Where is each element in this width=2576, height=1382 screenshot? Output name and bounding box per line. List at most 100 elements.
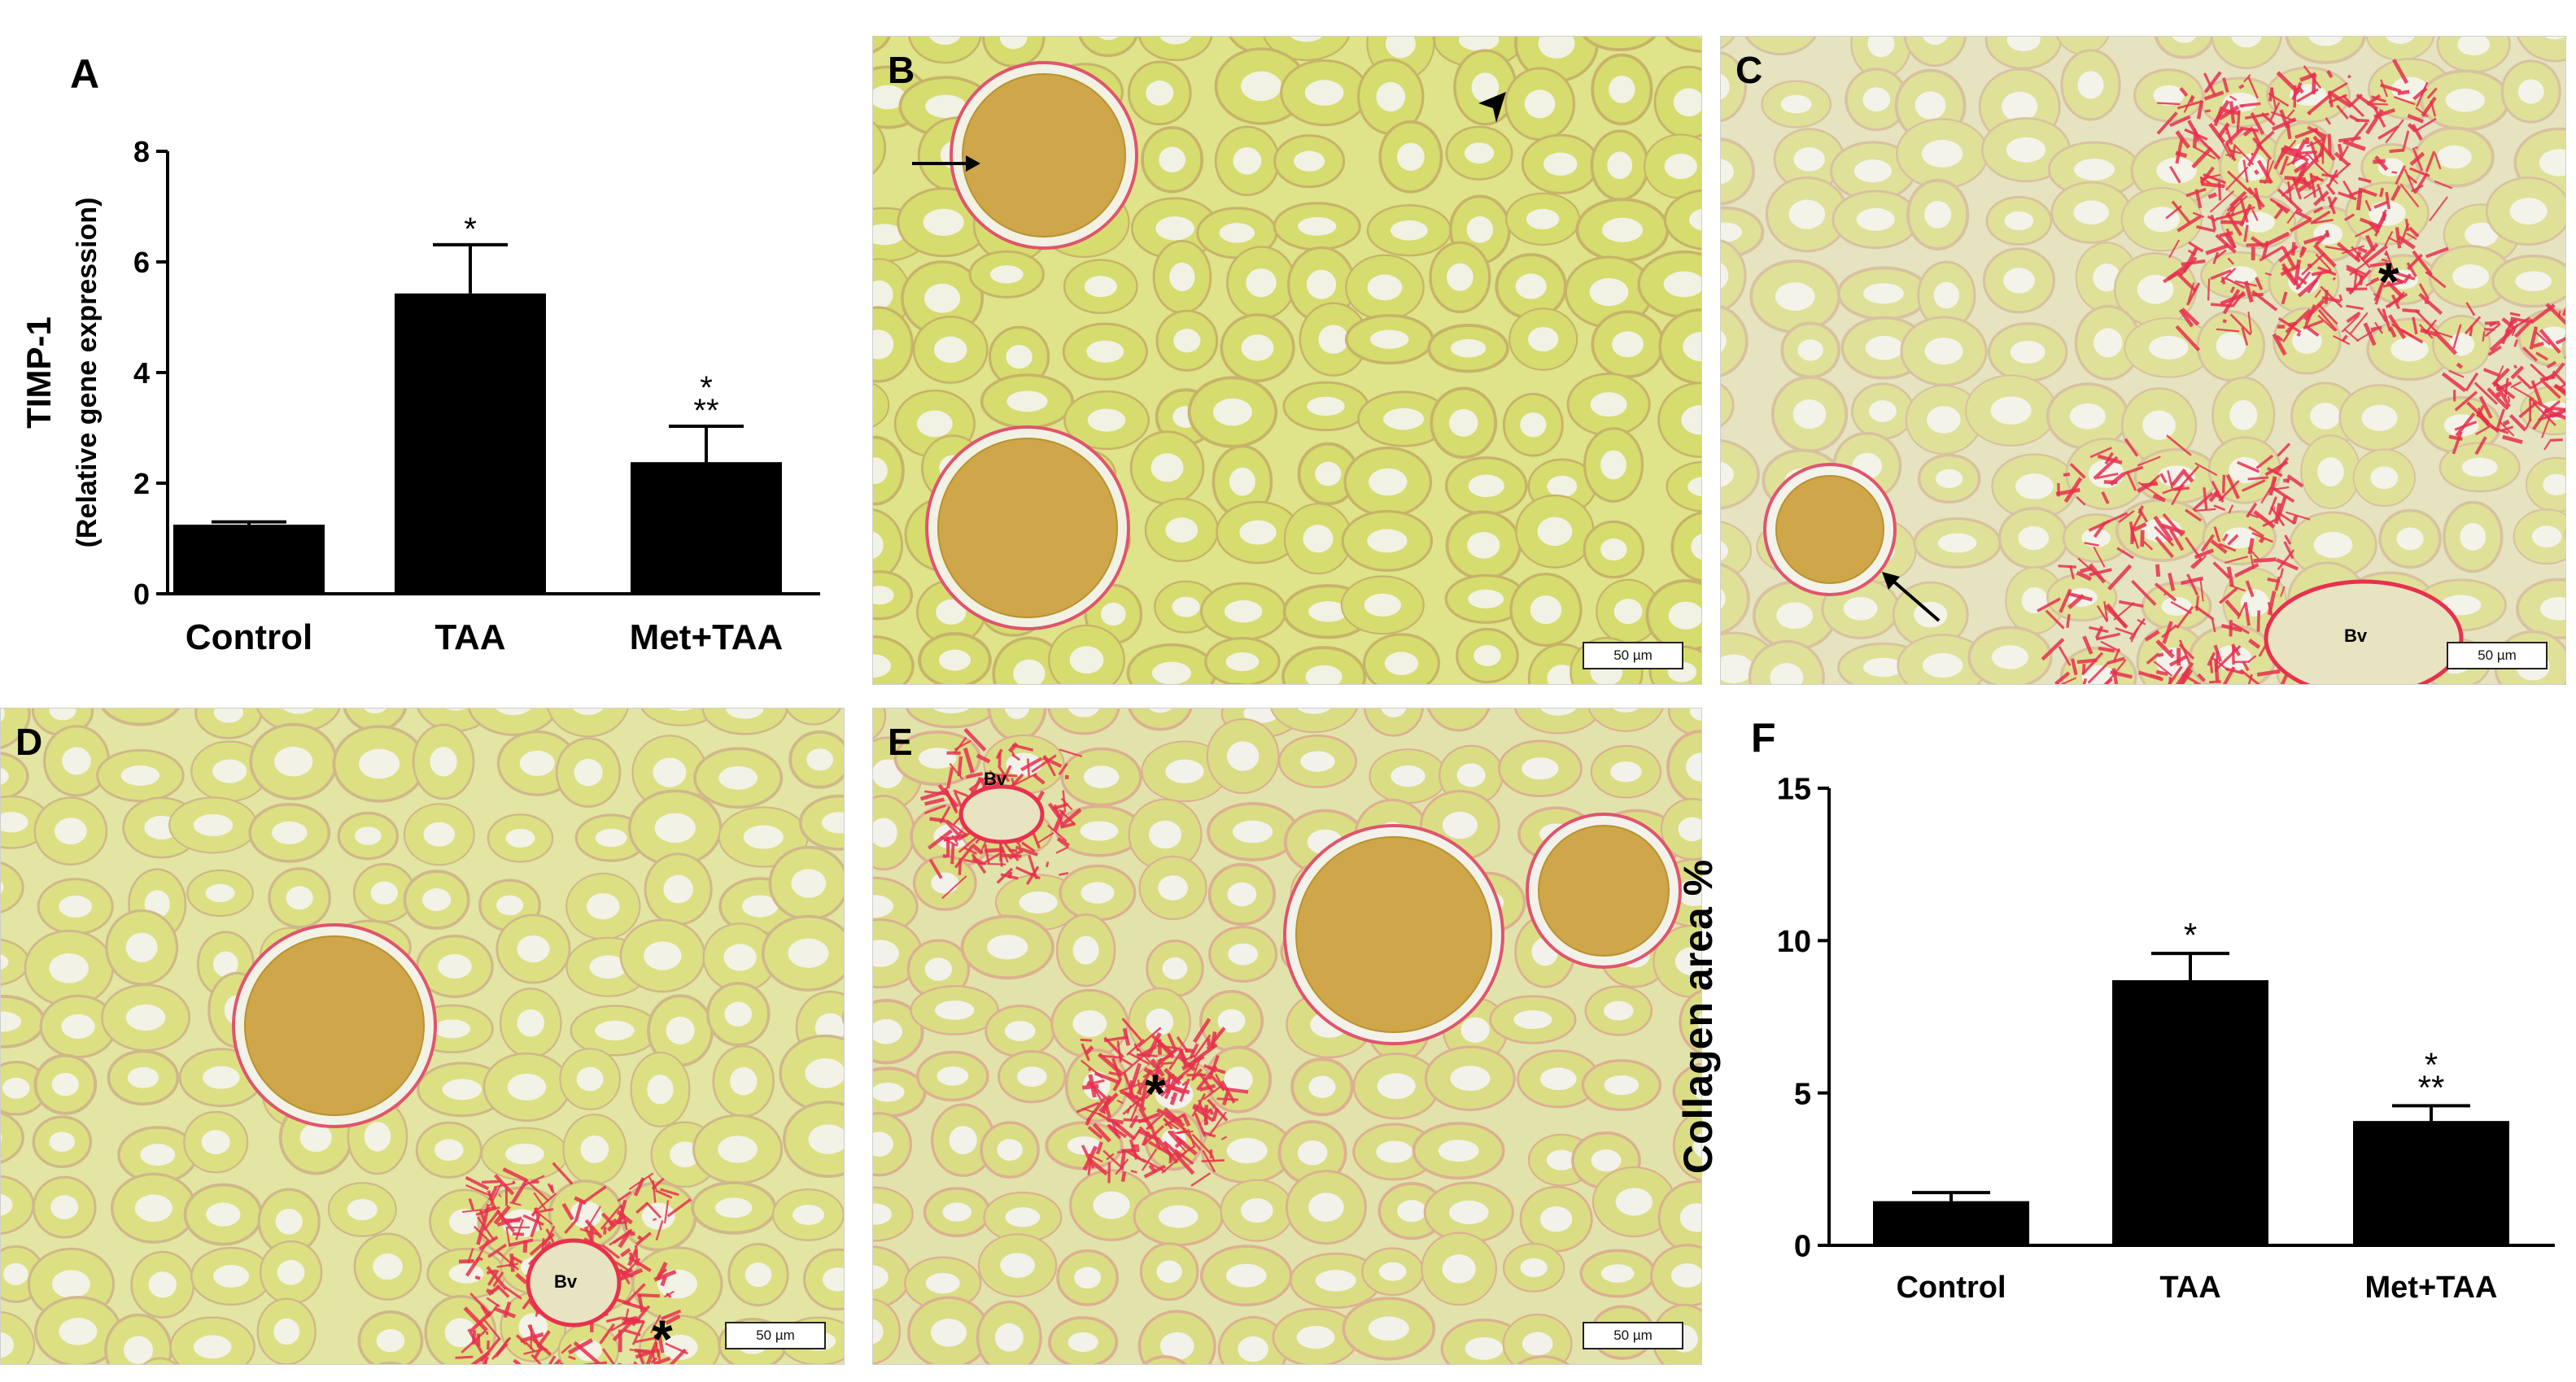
collagen-fiber xyxy=(2155,639,2175,659)
collagen-fiber xyxy=(537,1330,551,1347)
collagen-fiber xyxy=(2532,342,2544,348)
collagen-fiber xyxy=(1059,748,1083,758)
collagen-fiber xyxy=(617,1199,627,1224)
collagen-fiber xyxy=(2555,337,2565,345)
y-tick-label: 5 xyxy=(1794,1077,1811,1111)
collagen-fiber xyxy=(2409,167,2430,177)
collagen-fiber xyxy=(2194,508,2216,512)
tubule xyxy=(1363,708,1424,737)
tubule-lumen xyxy=(1609,75,1635,103)
tubule-lumen xyxy=(822,1267,844,1292)
y-tick-label: 10 xyxy=(1777,925,1811,959)
collagen-fiber xyxy=(2478,395,2493,419)
tubule-lumen xyxy=(1308,1192,1344,1222)
collagen-fiber xyxy=(1164,1067,1181,1086)
collagen-fiber xyxy=(2088,519,2111,532)
tubule-lumen xyxy=(1522,757,1559,780)
collagen-fiber xyxy=(2171,468,2187,487)
collagen-fiber xyxy=(1133,1043,1140,1052)
tubule-lumen xyxy=(792,1204,824,1225)
collagen-fiber xyxy=(1102,1149,1123,1169)
collagen-fiber xyxy=(2325,116,2332,125)
tubule xyxy=(873,382,890,428)
tubule-lumen xyxy=(1604,1075,1639,1096)
tubule xyxy=(1748,639,1825,684)
collagen-fiber xyxy=(2474,436,2487,456)
x-tick-label: Control xyxy=(186,617,312,657)
collagen-fiber xyxy=(1033,773,1046,785)
tubule-lumen xyxy=(2,1077,30,1099)
collagen-fiber xyxy=(2294,259,2301,284)
collagen-fiber xyxy=(2313,206,2324,214)
collagen-fiber xyxy=(2312,135,2336,161)
collagen-fiber xyxy=(1207,1038,1211,1046)
collagen-fiber xyxy=(957,756,963,777)
collagen-fiber xyxy=(618,1268,633,1276)
collagen-fiber xyxy=(2429,196,2448,222)
panel-label-f: F xyxy=(1751,715,1776,761)
tubule-lumen xyxy=(1155,216,1194,241)
tubule-lumen xyxy=(1005,1207,1041,1227)
collagen-fiber xyxy=(2265,159,2270,177)
collagen-fiber xyxy=(1130,1170,1137,1174)
collagen-fiber xyxy=(513,1358,522,1364)
collagen-fiber xyxy=(1001,846,1009,863)
collagen-fiber xyxy=(949,762,963,780)
collagen-fiber xyxy=(2247,476,2269,481)
collagen-fiber xyxy=(2218,543,2237,552)
tubule-lumen xyxy=(730,1066,758,1096)
collagen-fiber xyxy=(2203,71,2222,94)
collagen-fiber xyxy=(2454,390,2478,412)
collagen-fiber xyxy=(1087,1067,1092,1072)
collagen-fiber xyxy=(2225,473,2241,499)
tubule-lumen xyxy=(1172,596,1200,617)
tubule-lumen xyxy=(2077,71,2104,99)
tubule xyxy=(1582,37,1657,52)
tubule-lumen xyxy=(1867,37,1895,58)
collagen-fiber xyxy=(1142,1157,1167,1173)
collagen-fiber xyxy=(2243,281,2254,303)
x-tick-label: Met+TAA xyxy=(2365,1271,2498,1305)
collagen-fiber xyxy=(2374,155,2389,172)
tubule-lumen xyxy=(1158,1205,1198,1228)
fibrosis-asterisk: * xyxy=(2378,251,2399,312)
collagen-fiber xyxy=(665,1342,688,1355)
tubule-lumen xyxy=(1228,943,1259,966)
collagen-fiber xyxy=(2404,218,2410,232)
tubule-lumen xyxy=(1072,1010,1107,1037)
collagen-fiber xyxy=(2415,107,2429,118)
collagen-fiber xyxy=(2242,159,2249,183)
collagen-fiber xyxy=(2247,186,2265,208)
collagen-fiber xyxy=(2303,320,2324,330)
collagen-fiber xyxy=(2089,447,2112,459)
tubule-lumen xyxy=(1459,37,1500,51)
tubule-lumen xyxy=(1538,37,1575,59)
collagen-fiber xyxy=(1076,1101,1100,1114)
collagen-fiber xyxy=(1130,1062,1142,1088)
fibrosis-asterisk: * xyxy=(1145,1063,1166,1123)
collagen-fiber xyxy=(2155,669,2168,676)
collagen-fiber xyxy=(2171,200,2191,225)
collagen-fiber xyxy=(976,753,991,764)
collagen-fiber xyxy=(509,1238,534,1247)
collagen-fiber xyxy=(2201,181,2225,189)
collagen-fiber xyxy=(2185,508,2203,522)
tubule-lumen xyxy=(930,1319,967,1347)
collagen-fiber xyxy=(548,1355,557,1364)
tubule-lumen xyxy=(193,813,234,836)
collagen-fiber xyxy=(2237,460,2260,473)
tubule-lumen xyxy=(1673,88,1701,117)
tubule-lumen xyxy=(1547,665,1578,684)
collagen-fiber xyxy=(2290,242,2296,256)
tubule-lumen xyxy=(1083,765,1120,788)
tubule xyxy=(873,435,905,506)
collagen-fiber xyxy=(2272,333,2287,356)
collagen-fiber xyxy=(2226,170,2253,195)
collagen-fiber xyxy=(2058,646,2072,666)
tubule-lumen xyxy=(1474,645,1501,667)
glomerulus xyxy=(1775,475,1884,584)
tubule xyxy=(2517,37,2565,63)
collagen-fiber xyxy=(1163,1117,1173,1130)
collagen-fiber xyxy=(2545,303,2565,325)
collagen-fiber xyxy=(2346,267,2365,279)
